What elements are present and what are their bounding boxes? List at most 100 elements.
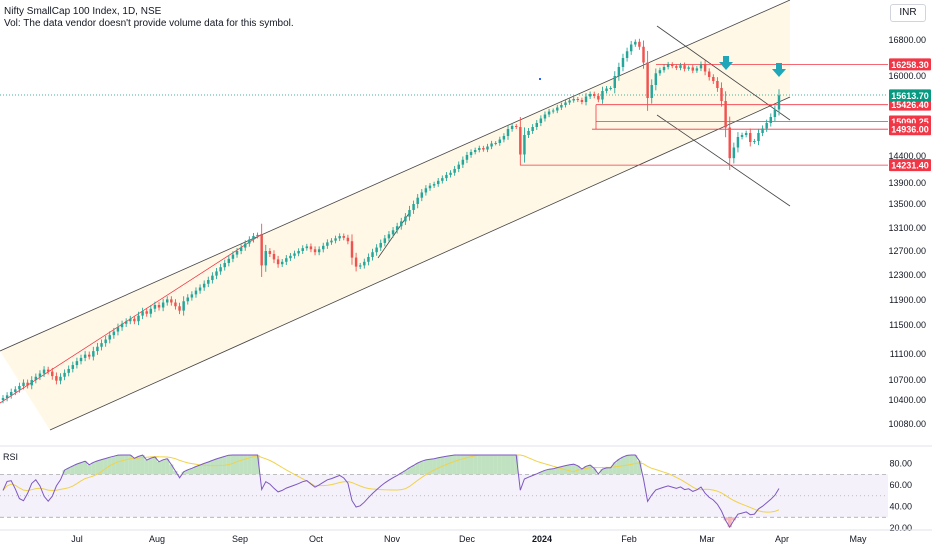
candle-body bbox=[395, 226, 399, 231]
candle-body bbox=[387, 234, 391, 239]
channel-upper-line bbox=[0, 0, 791, 352]
rsi-overbought-fill bbox=[140, 455, 145, 475]
candle-body bbox=[490, 143, 493, 147]
price-tag-label: 14231.40 bbox=[891, 161, 929, 171]
candle-body bbox=[166, 299, 169, 303]
rsi-overbought-fill bbox=[152, 457, 157, 475]
price-tag-label: 15090.25 bbox=[891, 117, 929, 127]
rsi-oversold-fill bbox=[731, 517, 736, 521]
candle-body bbox=[531, 127, 534, 131]
time-label: Aug bbox=[149, 534, 165, 544]
rsi-overbought-fill bbox=[415, 463, 420, 475]
rsi-overbought-fill bbox=[185, 469, 190, 475]
candle-body bbox=[666, 64, 670, 67]
candle-body bbox=[67, 368, 70, 373]
candle-body bbox=[740, 135, 744, 137]
time-label: Nov bbox=[384, 534, 401, 544]
candle-body bbox=[322, 245, 325, 250]
candle-body bbox=[720, 88, 723, 101]
candle-body bbox=[198, 287, 202, 291]
price-tick-label: 13100.00 bbox=[888, 223, 926, 233]
rsi-overbought-fill bbox=[448, 455, 453, 475]
rsi-overbought-fill bbox=[600, 469, 605, 475]
time-label: Mar bbox=[699, 534, 715, 544]
price-tick-label: 13900.00 bbox=[888, 178, 926, 188]
candle-body bbox=[642, 46, 645, 63]
candle-body bbox=[375, 247, 378, 253]
candle-body bbox=[753, 141, 756, 142]
candle-body bbox=[379, 242, 382, 248]
price-tag-label: 15613.70 bbox=[891, 91, 929, 101]
candle-body bbox=[5, 395, 9, 398]
candle-body bbox=[539, 118, 543, 123]
candle-body bbox=[445, 174, 448, 179]
candle-body bbox=[170, 299, 173, 303]
rsi-oversold-fill bbox=[723, 517, 728, 521]
candle-body bbox=[773, 109, 777, 117]
volume-note: Vol: The data vendor doesn't provide vol… bbox=[4, 18, 294, 29]
candle-body bbox=[297, 251, 300, 254]
candle-body bbox=[264, 251, 268, 266]
rsi-overbought-fill bbox=[403, 470, 408, 475]
currency-selector[interactable]: INR bbox=[890, 4, 926, 22]
candle-body bbox=[285, 258, 288, 262]
rsi-line bbox=[2, 454, 780, 529]
rsi-overbought-fill bbox=[547, 469, 552, 475]
time-axis[interactable]: Jul Aug Sep Oct Nov Dec 2024 Feb Mar Apr May bbox=[71, 534, 867, 544]
candle-body bbox=[1, 398, 5, 400]
rsi-oversold-fill bbox=[727, 517, 732, 528]
candle-body bbox=[671, 64, 674, 67]
price-tag-label: 14936.00 bbox=[891, 125, 929, 135]
candle-body bbox=[239, 247, 243, 251]
candle-body bbox=[420, 192, 424, 198]
rsi-overbought-fill bbox=[115, 455, 121, 475]
candle-body bbox=[256, 234, 259, 237]
candle-body bbox=[486, 146, 489, 150]
candle-body bbox=[190, 294, 194, 298]
candle-body bbox=[96, 346, 99, 352]
candle-body bbox=[506, 129, 510, 136]
candle-body bbox=[519, 127, 522, 155]
rsi-overbought-fill bbox=[62, 470, 67, 475]
candle-body bbox=[593, 94, 596, 96]
candle-body bbox=[658, 70, 662, 74]
candle-body bbox=[547, 111, 551, 115]
rsi-overbought-fill bbox=[407, 467, 412, 475]
rsi-overbought-fill bbox=[74, 464, 79, 475]
candle-body bbox=[75, 361, 79, 366]
candle-body bbox=[679, 65, 682, 68]
time-label: Dec bbox=[459, 534, 476, 544]
candle-body bbox=[613, 76, 616, 88]
candle-body bbox=[416, 197, 419, 204]
candle-body bbox=[120, 323, 124, 328]
rsi-overbought-fill bbox=[234, 455, 240, 475]
rsi-overbought-fill bbox=[218, 457, 223, 475]
candle-body bbox=[26, 382, 29, 386]
candle-body bbox=[473, 150, 477, 152]
candle-body bbox=[79, 357, 83, 362]
rsi-tick-label: 20.00 bbox=[889, 523, 912, 533]
rsi-overbought-fill bbox=[427, 459, 433, 475]
candle-body bbox=[617, 67, 621, 76]
price-tag bbox=[889, 159, 931, 172]
rsi-overbought-fill bbox=[493, 455, 498, 475]
rsi-axis[interactable]: 80.00 60.00 40.00 20.00 bbox=[889, 459, 912, 533]
rsi-overbought-fill bbox=[559, 466, 564, 475]
candle-body bbox=[564, 102, 567, 105]
candle-body bbox=[465, 155, 469, 160]
rsi-overbought-fill bbox=[436, 457, 441, 475]
rsi-overbought-fill bbox=[251, 455, 256, 475]
rsi-overbought-fill bbox=[538, 471, 543, 475]
candle-body bbox=[527, 131, 530, 135]
candle-body bbox=[609, 88, 612, 89]
channel-lower-line bbox=[49, 96, 791, 431]
candle-body bbox=[354, 257, 358, 267]
rsi-overbought-fill bbox=[144, 460, 149, 475]
candle-body bbox=[207, 280, 210, 284]
candle-body bbox=[551, 110, 555, 112]
rsi-overbought-fill bbox=[452, 455, 457, 475]
rsi-overbought-fill bbox=[489, 455, 494, 475]
price-tick-label: 11500.00 bbox=[889, 320, 926, 330]
